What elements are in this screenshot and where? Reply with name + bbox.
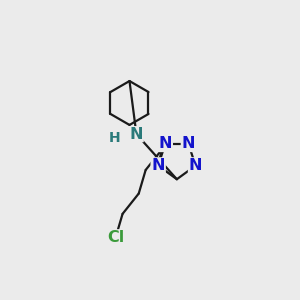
Text: N: N [152, 158, 165, 173]
Text: N: N [159, 136, 172, 151]
Text: N: N [189, 158, 202, 173]
Text: N: N [182, 136, 195, 151]
Text: N: N [130, 127, 143, 142]
Text: H: H [109, 131, 120, 145]
Text: Cl: Cl [107, 230, 124, 245]
